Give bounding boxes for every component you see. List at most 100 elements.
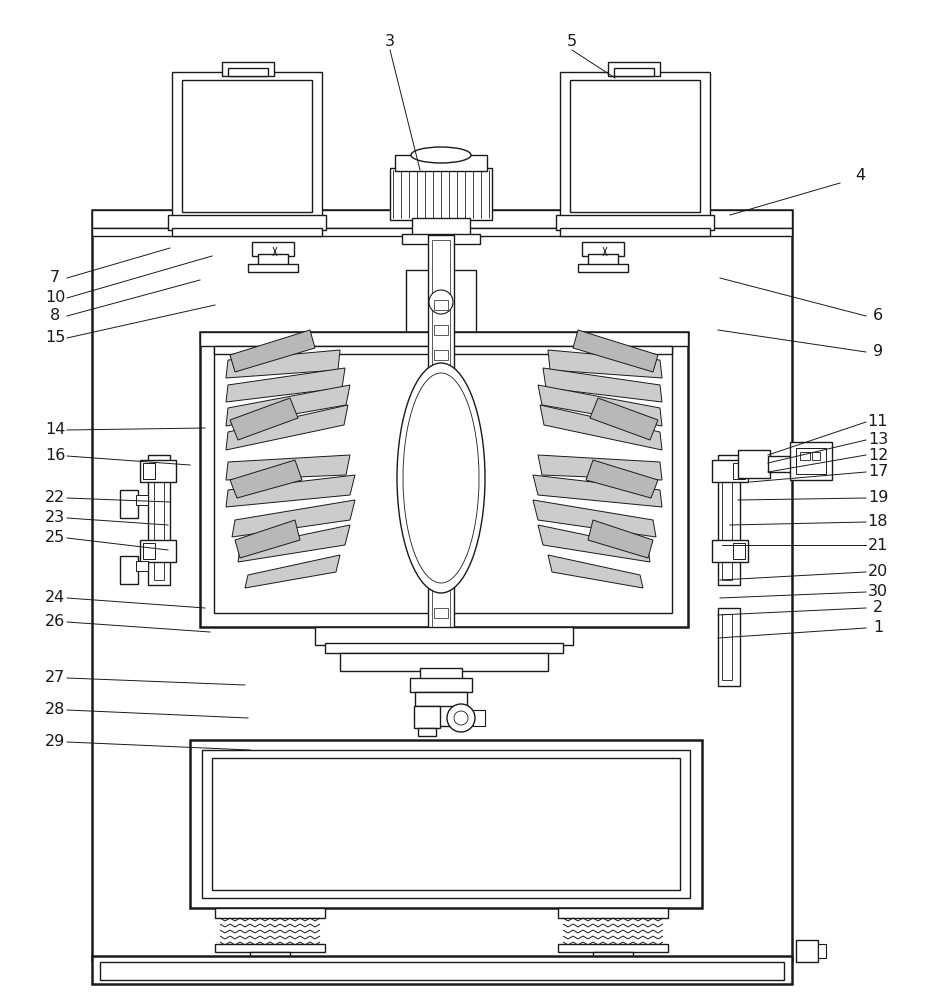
Bar [613,68,653,76]
Polygon shape [229,398,298,440]
Bar [433,375,447,385]
Polygon shape [226,475,355,507]
Bar [433,525,447,535]
Polygon shape [532,500,655,537]
Bar [325,643,563,653]
Text: 14: 14 [45,422,65,438]
Bar [560,72,709,217]
Bar [789,442,831,480]
Text: 11: 11 [867,414,887,430]
Bar [394,155,486,171]
Bar [214,345,671,613]
Bar [211,758,680,890]
Bar [433,400,447,410]
Bar [433,425,447,435]
Polygon shape [226,368,345,402]
Polygon shape [547,350,662,378]
Text: 26: 26 [45,614,65,630]
Bar [315,627,572,645]
Polygon shape [540,405,662,450]
Polygon shape [538,385,662,426]
Bar [578,264,627,272]
Text: 24: 24 [45,590,65,605]
Polygon shape [543,368,662,402]
Bar [420,668,462,726]
Text: 20: 20 [867,564,887,580]
Bar [148,455,169,585]
Bar [251,242,293,256]
Bar [555,215,713,230]
Polygon shape [235,520,300,558]
Polygon shape [547,555,643,588]
Text: 28: 28 [45,702,65,718]
Bar [569,80,700,212]
Bar [182,80,311,212]
Text: 21: 21 [867,538,887,552]
Text: 8: 8 [50,308,60,324]
Polygon shape [229,460,302,498]
Text: 7: 7 [50,270,60,286]
Polygon shape [572,330,657,372]
Bar [92,210,791,960]
Bar [92,956,791,984]
Bar [433,550,447,560]
Bar [411,218,469,236]
Bar [433,300,447,310]
Polygon shape [538,455,662,480]
Text: 27: 27 [45,670,65,686]
Bar [737,450,769,478]
Bar [171,228,322,236]
Text: 1: 1 [872,620,883,636]
Text: 16: 16 [45,448,65,464]
Bar [143,463,155,479]
Bar [817,944,825,958]
Bar [582,242,624,256]
Bar [189,740,702,908]
Bar [431,240,449,660]
Bar [100,962,783,980]
Polygon shape [226,455,349,480]
Bar [413,706,440,728]
Bar [560,228,709,236]
Ellipse shape [410,147,470,163]
Circle shape [453,711,467,725]
Bar [202,750,689,898]
Text: 13: 13 [867,432,887,448]
Bar [433,325,447,335]
Bar [249,952,289,962]
Bar [811,452,819,460]
Bar [406,270,475,335]
Bar [795,448,825,474]
Bar [120,556,138,584]
Text: 12: 12 [867,448,887,462]
Polygon shape [229,330,315,372]
Bar [592,952,632,962]
Bar [722,460,731,580]
Bar [340,653,547,671]
Text: 19: 19 [867,490,887,506]
Text: 22: 22 [45,490,65,506]
Bar [711,540,747,562]
Bar [409,678,471,692]
Circle shape [446,704,474,732]
Polygon shape [532,475,662,507]
Text: 25: 25 [45,530,65,546]
Bar [136,495,148,505]
Bar [472,710,485,726]
Text: 4: 4 [854,167,864,182]
Bar [427,235,453,665]
Polygon shape [589,398,657,440]
Bar [558,908,667,918]
Bar [92,210,791,228]
Bar [200,332,687,627]
Bar [171,72,322,217]
Text: 15: 15 [45,330,65,346]
Polygon shape [226,385,349,426]
Bar [607,62,660,76]
Bar [433,580,447,590]
Bar [228,68,268,76]
Polygon shape [231,500,355,537]
Bar [587,254,617,266]
Text: 2: 2 [872,600,883,615]
Text: 3: 3 [385,34,394,49]
